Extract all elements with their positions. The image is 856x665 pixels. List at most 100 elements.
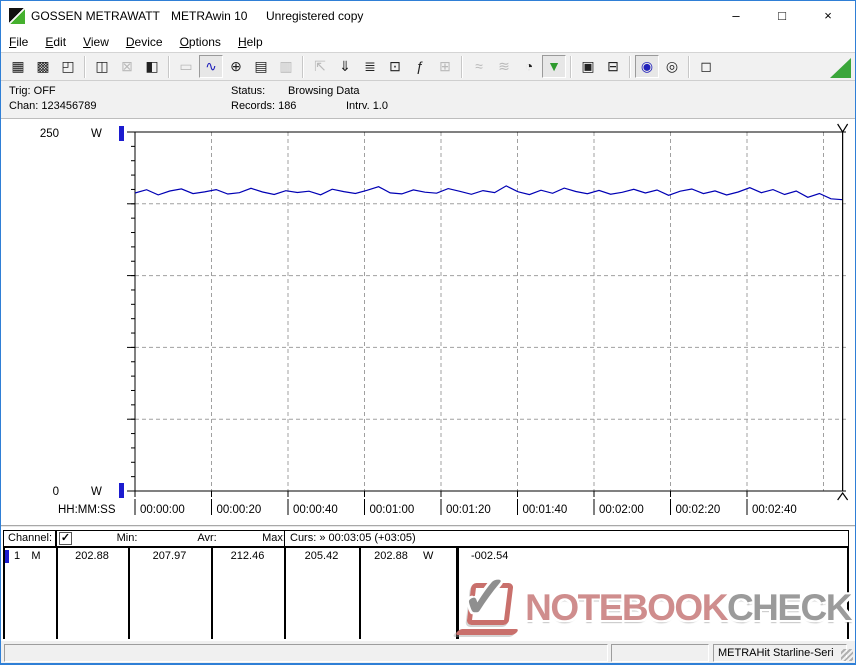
resize-grip[interactable] [841, 649, 853, 661]
toolbar-separator [629, 55, 631, 78]
table-border [128, 547, 130, 639]
print-preview-icon[interactable]: ▣ [581, 58, 595, 74]
y-unit-label: W [91, 128, 102, 140]
menu-help[interactable]: Help [237, 34, 263, 49]
minimize-button[interactable]: – [732, 8, 740, 23]
status-panel-2 [611, 644, 709, 662]
table-border [359, 547, 361, 639]
status-panel-1 [4, 644, 608, 662]
trigger-icon[interactable]: ▼ [542, 55, 566, 78]
cursor-unit: W [423, 550, 434, 562]
x-tick-label: 00:00:40 [293, 504, 338, 516]
interval-value: Intrv. 1.0 [346, 100, 388, 112]
timer-icon[interactable]: ◔ [524, 58, 534, 74]
panel-divider [1, 525, 855, 528]
x-tick-label: 00:01:00 [370, 504, 415, 516]
power-trace [134, 185, 843, 201]
menu-file[interactable]: File [9, 34, 29, 49]
toolbar-separator [168, 55, 170, 78]
value-table: Channel: ✓ Min: Avr: Max: Curs: » 00:03:… [1, 528, 855, 640]
title-bar: GOSSEN METRAWATT METRAwin 10 Unregistere… [1, 1, 855, 31]
app-title: GOSSEN METRAWATT [31, 9, 160, 23]
menu-device[interactable]: Device [125, 34, 163, 49]
program-title: METRAwin 10 [171, 9, 248, 23]
y-unit-label: W [91, 486, 102, 498]
y-min-label: 0 [53, 486, 59, 498]
cursor-handle-bottom[interactable] [837, 491, 849, 501]
app-icon [9, 8, 25, 24]
formula-icon[interactable]: ƒ [416, 58, 424, 74]
status-label: Status: [231, 85, 266, 97]
toolbar-separator [302, 55, 304, 78]
y-max-label: 250 [40, 128, 59, 140]
digital-display-icon: ▭ [179, 58, 193, 74]
open-file-icon[interactable]: ◰ [61, 58, 75, 74]
menu-options[interactable]: Options [179, 34, 221, 49]
license-status: Unregistered copy [266, 9, 364, 23]
table-border [284, 547, 286, 639]
header-cursor: Curs: » 00:03:05 (+03:05) [284, 530, 849, 547]
avr-value: 207.97 [152, 550, 187, 562]
zoom-curve-icon[interactable]: ◉ [635, 55, 659, 78]
channel-checkbox[interactable]: ✓ [59, 532, 72, 545]
x-tick-label: 00:00:00 [140, 504, 185, 516]
export-icon: ⇱ [314, 58, 326, 74]
avr-header-label: Avr: [197, 532, 217, 544]
channel-color-marker [5, 550, 9, 563]
cursor-header-label: Curs: » 00:03:05 (+03:05) [290, 532, 416, 544]
table-header-divider [3, 546, 849, 548]
min-header-label: Min: [116, 532, 138, 544]
table-display-icon[interactable]: ▤ [254, 58, 268, 74]
device-memory-icon[interactable]: ◧ [145, 58, 159, 74]
power-chart[interactable]: 00:00:00 00:00:20 00:00:40 00:01:00 00:01:20… [1, 119, 856, 519]
send-to-device-icon: ⊞ [439, 58, 451, 74]
x-tick-label: 00:02:20 [676, 504, 721, 516]
monitor-icon[interactable]: ⊡ [389, 58, 401, 74]
x-tick-label: 00:02:00 [599, 504, 644, 516]
read-device-icon[interactable]: ◫ [95, 58, 109, 74]
x-tick-label: 00:01:40 [523, 504, 568, 516]
chart-panel[interactable]: 00:00:00 00:00:20 00:00:40 00:01:00 00:01:20… [1, 119, 855, 525]
channel-range-marker-bottom [119, 483, 124, 498]
tooltip-icon[interactable]: ◻ [700, 58, 712, 74]
cursor-value-1: 205.42 [304, 550, 339, 562]
menu-edit[interactable]: Edit [45, 34, 67, 49]
status-value: Browsing Data [288, 85, 360, 97]
channel-setup-icon[interactable]: ≣ [364, 58, 376, 74]
status-bar: METRAHit Starline-Seri [1, 640, 855, 663]
table-border [3, 547, 5, 639]
x-axis-title: HH:MM:SS [58, 504, 116, 516]
header-stats: ✓ Min: Avr: Max: [56, 530, 286, 547]
histogram-display-icon: ▥ [279, 58, 293, 74]
channel-list: Chan: 123456789 [9, 100, 97, 112]
watermark-notebook: NOTEBOOK [525, 586, 728, 628]
minmax-curve-icon: ≈ [475, 58, 483, 74]
cursor-handle-top[interactable] [837, 123, 849, 134]
channel-header-label: Channel: [8, 532, 53, 544]
save-as-icon[interactable]: ▩ [36, 58, 50, 74]
acquisition-info-panel: Trig: OFF Chan: 123456789 Status: Browsi… [1, 81, 855, 119]
x-tick-label: 00:00:20 [217, 504, 262, 516]
table-border [847, 547, 849, 639]
curve-display-icon[interactable]: ∿ [199, 55, 223, 78]
toolbar-separator [84, 55, 86, 78]
store-to-disk-icon[interactable]: ⇓ [339, 58, 351, 74]
max-header-label: Max: [262, 532, 286, 544]
x-tick-label: 00:02:40 [752, 504, 797, 516]
toolbar-separator [688, 55, 690, 78]
toolbar-separator [570, 55, 572, 78]
menu-bar: File Edit View Device Options Help [1, 31, 855, 53]
crosshair-display-icon[interactable]: ⊕ [230, 58, 242, 74]
maximize-button[interactable]: □ [778, 8, 786, 23]
close-button[interactable]: × [824, 8, 832, 23]
header-channel: Channel: [3, 530, 56, 547]
menu-view[interactable]: View [83, 34, 109, 49]
table-border [456, 547, 459, 639]
toolbar: ▦ ▩ ◰ ◫ ⊠ ◧ ▭ ∿ ⊕ ▤ ▥ ⇱ ⇓ ≣ ⊡ ƒ ⊞ ≈ ≋ ◔ ▼ ▣ ⊟ ◉ ◎ ◻ [1, 53, 855, 81]
save-icon[interactable]: ▦ [11, 58, 25, 74]
resize-wedge-icon [830, 58, 851, 78]
min-value: 202.88 [75, 550, 109, 562]
notebookcheck-watermark: ✓ NOTEBOOK CHECK [454, 565, 853, 635]
print-icon[interactable]: ⊟ [607, 58, 619, 74]
zoom-select-icon[interactable]: ◎ [665, 58, 679, 74]
